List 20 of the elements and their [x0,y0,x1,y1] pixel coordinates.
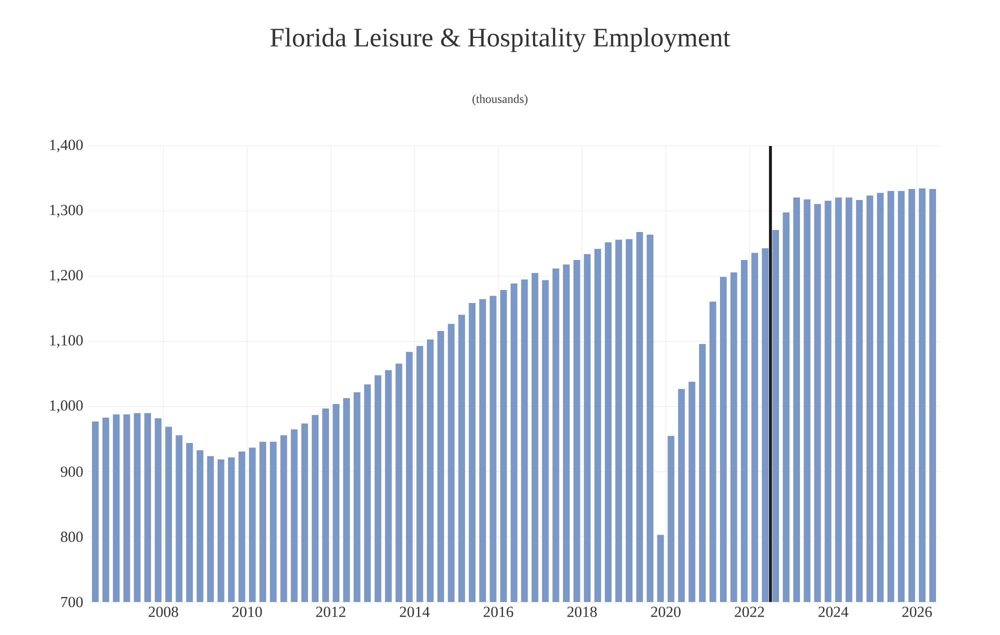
y-tick-label: 700 [61,596,83,608]
y-tick-label: 1,300 [50,204,83,218]
x-tick-label: 2018 [567,606,597,618]
y-tick-label: 1,100 [50,335,83,348]
x-tick-label: 2016 [484,606,514,618]
y-tick-label: 800 [60,532,83,542]
x-tick-label: 2010 [232,606,262,618]
x-tick-label: 2014 [400,606,430,618]
x-tick-label: 2020 [651,606,681,618]
x-tick-label: 2026 [902,606,932,618]
y-tick-label: 900 [60,466,83,477]
x-tick-label: 2024 [818,606,848,618]
chart-subtitle: (thousands) [472,94,528,106]
y-tick-label: 1,200 [50,270,83,283]
x-tick-label: 2022 [734,606,764,618]
x-tick-label: 2008 [148,606,178,618]
y-tick-label: 1,400 [50,140,83,152]
x-tick-label: 2012 [316,606,346,618]
y-tick-label: 1,000 [50,400,83,413]
chart-title: Florida Leisure & Hospitality Employment [270,28,730,52]
